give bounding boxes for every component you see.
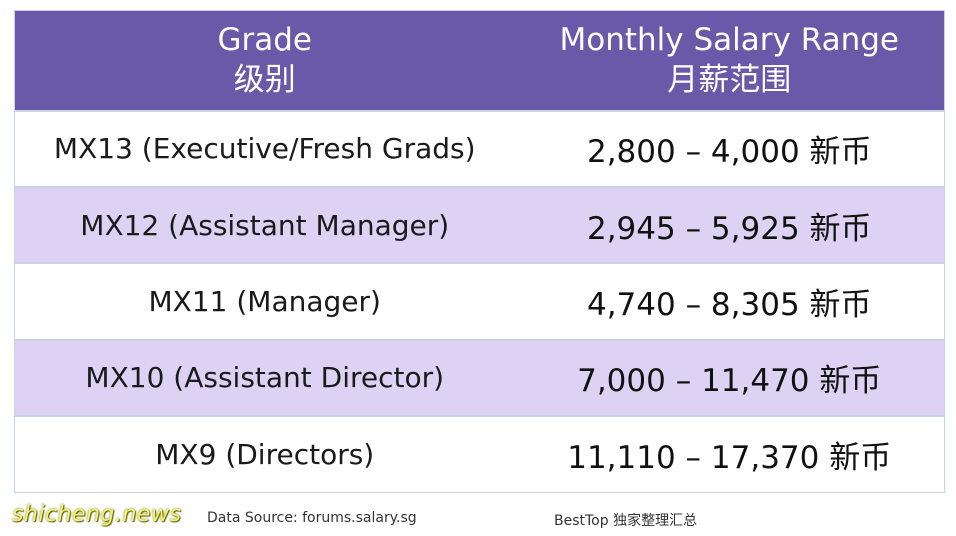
salary-table: Grade 级别 Monthly Salary Range 月薪范围 MX13 …	[14, 10, 945, 493]
salary-range-cell: 2,800 – 4,000 新币	[586, 134, 872, 171]
table-row: MX11 (Manager) 4,740 – 8,305 新币	[14, 263, 945, 340]
header-range-en: Monthly Salary Range	[559, 22, 899, 59]
grade-cell: MX12 (Assistant Manager)	[80, 208, 450, 242]
data-source-note: Data Source: forums.salary.sg	[207, 510, 417, 526]
header-salary-range: Monthly Salary Range 月薪范围	[515, 11, 945, 111]
salary-range-cell: 2,945 – 5,925 新币	[586, 210, 872, 247]
table-header-row: Grade 级别 Monthly Salary Range 月薪范围	[14, 10, 945, 111]
table-row: MX10 (Assistant Director) 7,000 – 11,470…	[14, 339, 945, 417]
header-grade-zh: 级别	[233, 62, 296, 99]
table-row: MX9 (Directors) 11,110 – 17,370 新币	[14, 416, 945, 493]
salary-range-cell: 11,110 – 17,370 新币	[567, 440, 892, 477]
salary-range-cell: 4,740 – 8,305 新币	[586, 286, 872, 323]
watermark-logo: shicheng.news	[12, 502, 182, 527]
table-row: MX13 (Executive/Fresh Grads) 2,800 – 4,0…	[14, 110, 945, 187]
header-range-zh: 月薪范围	[667, 62, 792, 99]
header-grade-en: Grade	[217, 22, 312, 59]
grade-cell: MX10 (Assistant Director)	[85, 361, 445, 395]
grade-cell: MX11 (Manager)	[148, 284, 381, 318]
header-grade: Grade 级别	[15, 11, 515, 111]
grade-cell: MX9 (Directors)	[155, 438, 375, 472]
table-row: MX12 (Assistant Manager) 2,945 – 5,925 新…	[14, 186, 945, 264]
credit-note: BestTop 独家整理汇总	[554, 513, 698, 529]
grade-cell: MX13 (Executive/Fresh Grads)	[53, 132, 476, 166]
salary-range-cell: 7,000 – 11,470 新币	[577, 363, 882, 400]
